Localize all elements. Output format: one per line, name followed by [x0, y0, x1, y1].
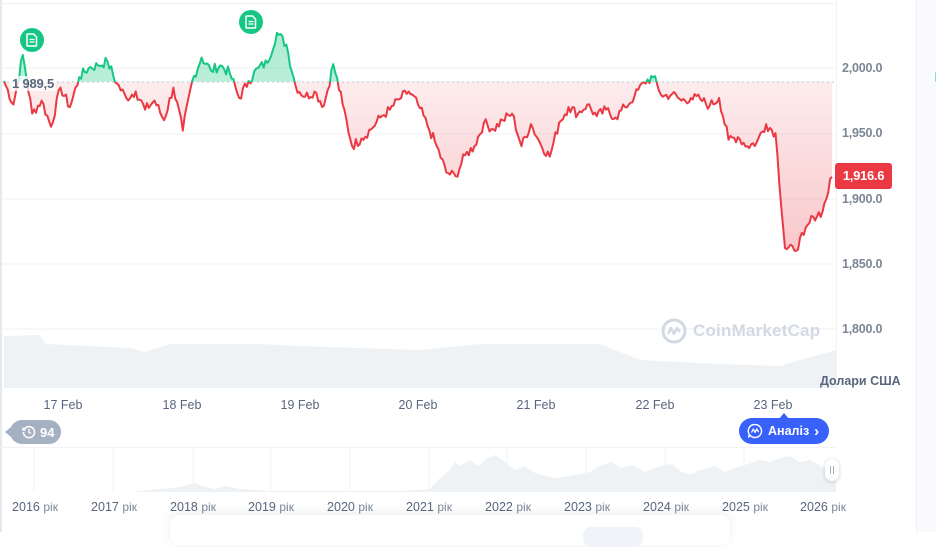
volume-area	[4, 335, 836, 388]
current-price-badge: 1,916.6	[835, 163, 892, 189]
chart-top-border	[0, 3, 836, 4]
watermark-text: CoinMarketCap	[693, 321, 821, 340]
year-value: 2025	[722, 500, 750, 514]
nav-year-2022: 2022 рік	[485, 500, 531, 514]
nav-year-2017: 2017 рік	[91, 500, 137, 514]
year-suffix: рік	[43, 500, 58, 514]
year-value: 2024	[643, 500, 671, 514]
y-tick-1900: 1,900.0	[842, 192, 883, 206]
year-suffix: рік	[122, 500, 137, 514]
year-value: 2026	[800, 500, 828, 514]
y-tick-1950: 1,950.0	[842, 126, 883, 140]
y-tick-1800: 1,800.0	[842, 322, 883, 336]
nav-year-2018: 2018 рік	[170, 500, 216, 514]
history-events-badge[interactable]: 94	[4, 420, 62, 444]
year-value: 2021	[406, 500, 434, 514]
year-value: 2019	[248, 500, 276, 514]
year-suffix: рік	[674, 500, 689, 514]
x-tick-17feb: 17 Feb	[43, 398, 83, 412]
analysis-button[interactable]: Аналіз ›	[739, 413, 830, 444]
bottom-panel-pill[interactable]	[583, 527, 643, 547]
x-tick-20feb: 20 Feb	[398, 398, 438, 412]
year-value: 2020	[327, 500, 355, 514]
grid-lines	[2, 67, 836, 330]
x-tick-23feb: 23 Feb	[753, 398, 793, 412]
nav-year-2024: 2024 рік	[643, 500, 689, 514]
history-count: 94	[40, 424, 55, 440]
cmc-ai-icon	[747, 423, 763, 439]
nav-year-2023: 2023 рік	[564, 500, 610, 514]
navigator-range[interactable]	[0, 447, 836, 494]
navigator-mini-chart[interactable]	[4, 448, 836, 492]
navigator-drag-handle[interactable]	[825, 459, 839, 481]
chart-left-border	[0, 0, 2, 532]
year-suffix: рік	[516, 500, 531, 514]
price-area-above-reference	[4, 32, 832, 82]
year-value: 2022	[485, 500, 513, 514]
analysis-label: Аналіз	[768, 424, 810, 438]
reference-price-label: 1 989,5	[10, 76, 56, 91]
year-suffix: рік	[753, 500, 768, 514]
chevron-right-icon: ›	[814, 422, 820, 440]
year-suffix: рік	[595, 500, 610, 514]
nav-year-2020: 2020 рік	[327, 500, 373, 514]
drag-handle-icon-line	[833, 466, 834, 474]
x-tick-19feb: 19 Feb	[280, 398, 320, 412]
year-suffix: рік	[437, 500, 452, 514]
drag-handle-icon	[830, 466, 831, 474]
nav-year-2016: 2016 рік	[12, 500, 58, 514]
year-suffix: рік	[279, 500, 294, 514]
y-tick-2000: 2,000.0	[842, 61, 883, 75]
document-icon	[26, 33, 38, 47]
nav-year-2019: 2019 рік	[248, 500, 294, 514]
year-value: 2017	[91, 500, 119, 514]
year-suffix: рік	[358, 500, 373, 514]
price-area-below-reference	[4, 82, 832, 251]
news-marker-1[interactable]	[20, 28, 44, 52]
right-side-panel	[916, 0, 936, 532]
year-value: 2018	[170, 500, 198, 514]
price-line-above-reference	[3, 31, 658, 82]
y-axis-divider	[836, 0, 837, 390]
year-value: 2016	[12, 500, 40, 514]
watermark: CoinMarketCap	[661, 318, 820, 344]
year-suffix: рік	[831, 500, 846, 514]
nav-year-2025: 2025 рік	[722, 500, 768, 514]
currency-label: Долари США	[820, 374, 901, 388]
year-value: 2023	[564, 500, 592, 514]
x-tick-21feb: 21 Feb	[516, 398, 556, 412]
bottom-panel-card	[170, 515, 730, 547]
price-line-below-reference	[3, 82, 833, 252]
nav-year-2021: 2021 рік	[406, 500, 452, 514]
x-tick-18feb: 18 Feb	[162, 398, 202, 412]
y-tick-1850: 1,850.0	[842, 257, 883, 271]
clock-history-icon	[22, 425, 36, 439]
news-marker-2[interactable]	[239, 10, 263, 34]
year-suffix: рік	[201, 500, 216, 514]
document-icon	[245, 15, 257, 29]
cmc-logo-icon	[661, 318, 687, 344]
price-chart-canvas[interactable]	[0, 0, 836, 500]
nav-year-2026: 2026 рік	[800, 500, 846, 514]
x-tick-22feb: 22 Feb	[635, 398, 675, 412]
